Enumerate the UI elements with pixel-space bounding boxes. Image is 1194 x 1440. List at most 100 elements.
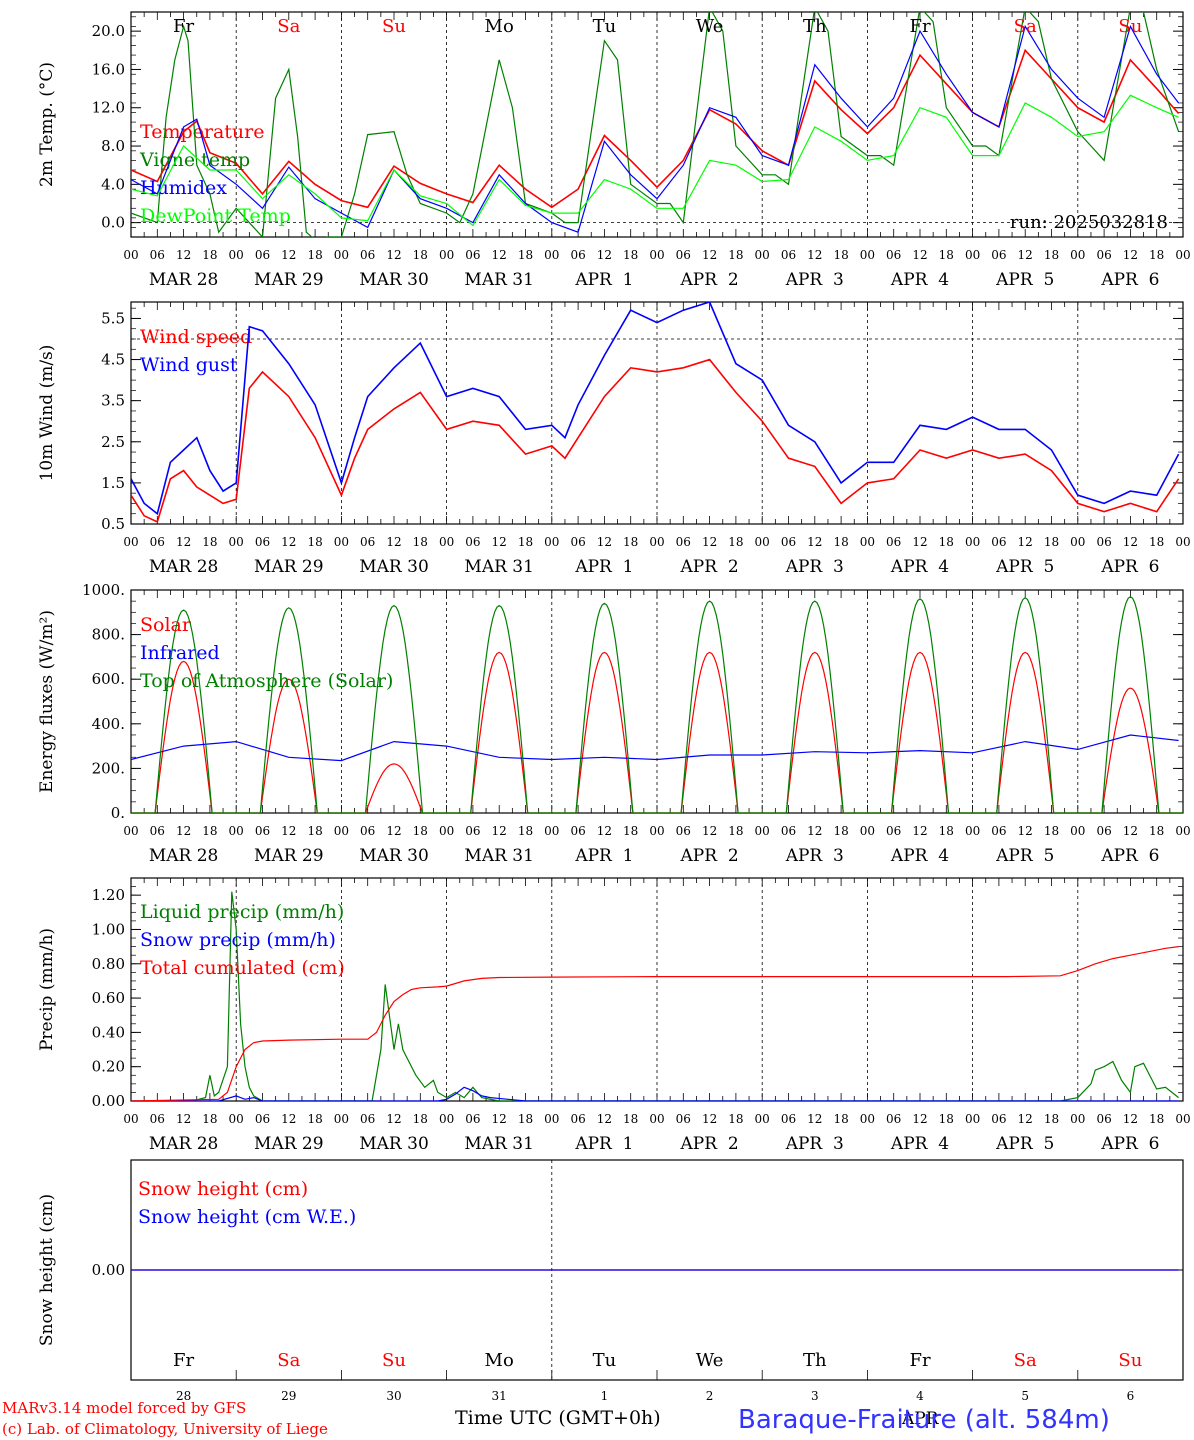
hour-label: 12 (597, 1112, 612, 1126)
hour-label: 12 (1123, 535, 1138, 549)
hour-label: 06 (570, 248, 585, 262)
hour-label: 00 (334, 824, 349, 838)
hour-label: 06 (360, 1112, 375, 1126)
hour-label: 06 (991, 248, 1006, 262)
hour-label: 00 (1175, 824, 1190, 838)
hour-label: 18 (623, 535, 638, 549)
hour-label: 06 (360, 535, 375, 549)
hour-label: 18 (833, 248, 848, 262)
hour-label: 00 (965, 248, 980, 262)
station-name: Baraque-Fraiture (alt. 584m) (738, 1405, 1110, 1435)
hour-label: 18 (623, 1112, 638, 1126)
weekday-label: Su (382, 16, 406, 37)
y-tick-label: 0.0 (101, 214, 125, 232)
hour-label: 06 (1096, 824, 1111, 838)
hour-label: 12 (702, 248, 717, 262)
hour-label: 00 (860, 1112, 875, 1126)
day-number-label: 31 (492, 1389, 507, 1403)
weekday-label: Th (803, 16, 827, 37)
hour-label: 12 (386, 535, 401, 549)
y-tick-label: 2.5 (101, 433, 125, 451)
hour-label: 12 (281, 824, 296, 838)
date-label: APR 3 (785, 557, 844, 577)
hour-label: 00 (334, 535, 349, 549)
hour-label: 12 (492, 824, 507, 838)
hour-label: 18 (833, 535, 848, 549)
hour-label: 00 (439, 248, 454, 262)
hour-label: 12 (492, 248, 507, 262)
date-label: APR 6 (1100, 557, 1159, 577)
weekday-label: Sa (1014, 1350, 1037, 1371)
date-label: APR 2 (680, 846, 739, 866)
y-tick-label: 200. (92, 759, 125, 777)
date-label: APR 5 (995, 1134, 1054, 1154)
hour-label: 00 (123, 248, 138, 262)
y-axis-label: Precip (mm/h) (37, 928, 57, 1051)
panel-5: 0.00 Snow height (cm) Snow height (cm) Snow… (37, 1159, 1184, 1403)
hour-label: 06 (991, 824, 1006, 838)
legend-liquid-precip-mm-h-: Liquid precip (mm/h) (140, 901, 344, 923)
hour-label: 18 (1149, 1112, 1164, 1126)
hour-label: 00 (439, 1112, 454, 1126)
day-number-label: 28 (176, 1389, 191, 1403)
day-number-label: 5 (1021, 1389, 1029, 1403)
day-number-label: 30 (386, 1389, 401, 1403)
lab-credit: (c) Lab. of Climatology, University of L… (2, 1420, 328, 1438)
date-label: APR 5 (995, 270, 1054, 290)
hour-label: 00 (649, 1112, 664, 1126)
hour-label: 06 (570, 535, 585, 549)
y-tick-label: 8.0 (101, 137, 125, 155)
hour-label: 06 (781, 1112, 796, 1126)
date-label: MAR 30 (359, 557, 429, 577)
hour-label: 18 (1044, 824, 1059, 838)
date-label: MAR 28 (149, 1134, 219, 1154)
date-label: MAR 29 (254, 1134, 324, 1154)
hour-label: 18 (307, 248, 322, 262)
hour-label: 12 (1123, 1112, 1138, 1126)
date-label: MAR 30 (359, 270, 429, 290)
hour-label: 06 (255, 248, 270, 262)
hour-label: 06 (360, 248, 375, 262)
hour-label: 12 (807, 248, 822, 262)
weekday-label: Su (1118, 1350, 1142, 1371)
date-label: MAR 28 (149, 270, 219, 290)
hour-label: 12 (702, 1112, 717, 1126)
hour-label: 06 (886, 535, 901, 549)
hour-label: 18 (1149, 824, 1164, 838)
y-tick-label: 0.00 (92, 1261, 125, 1279)
weekday-label: Mo (485, 16, 514, 37)
y-tick-label: 4.0 (101, 175, 125, 193)
hour-label: 12 (386, 248, 401, 262)
hour-label: 00 (544, 248, 559, 262)
legend-snow-height-cm-w-e-: Snow height (cm W.E.) (138, 1206, 356, 1228)
panel-2: 0.5 1.5 2.5 3.5 4.5 5.5 10m Wind (m/s) Wind spe… (37, 301, 1191, 577)
legend-wind-speed: Wind speed (140, 326, 252, 348)
y-tick-label: 3.5 (101, 392, 125, 410)
y-tick-label: 1.00 (92, 920, 125, 938)
hour-label: 18 (202, 1112, 217, 1126)
y-tick-label: 20.0 (92, 22, 125, 40)
model-credit: MARv3.14 model forced by GFS (2, 1399, 246, 1417)
date-label: MAR 28 (149, 846, 219, 866)
hour-label: 00 (1070, 1112, 1085, 1126)
weekday-label: Fr (173, 1350, 194, 1371)
x-axis-label: Time UTC (GMT+0h) (455, 1407, 661, 1429)
y-axis-label: Snow height (cm) (37, 1194, 57, 1346)
hour-label: 18 (1044, 248, 1059, 262)
hour-label: 12 (176, 248, 191, 262)
y-tick-label: 600. (92, 670, 125, 688)
hour-label: 12 (1018, 1112, 1033, 1126)
y-tick-label: 12.0 (92, 99, 125, 117)
date-label: APR 2 (680, 270, 739, 290)
date-label: APR 3 (785, 1134, 844, 1154)
y-tick-label: 0.80 (92, 955, 125, 973)
weekday-label: Fr (173, 16, 194, 37)
y-tick-label: 400. (92, 715, 125, 733)
date-label: MAR 29 (254, 270, 324, 290)
hour-label: 12 (492, 1112, 507, 1126)
weekday-label: Mo (485, 1350, 514, 1371)
hour-label: 06 (255, 535, 270, 549)
hour-label: 00 (229, 824, 244, 838)
date-label: MAR 31 (464, 557, 534, 577)
